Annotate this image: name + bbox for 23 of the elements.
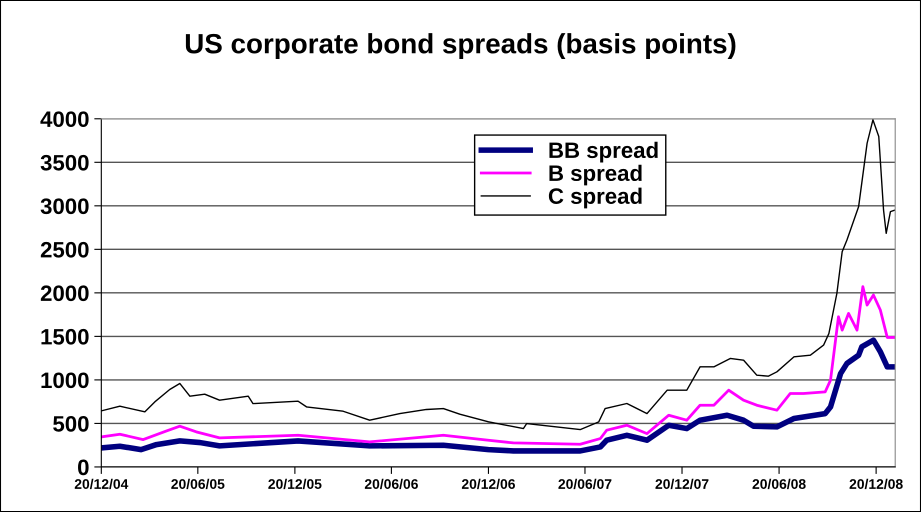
legend-label: C spread: [548, 188, 642, 208]
x-tick-label: 20/12/05: [268, 478, 322, 490]
y-tick-label: 4000: [40, 111, 89, 128]
x-tick-label: 20/06/07: [558, 478, 612, 490]
x-tick-label: 20/06/08: [752, 478, 806, 490]
y-tick-label: 2500: [40, 242, 89, 258]
chart-title: US corporate bond spreads (basis points): [186, 33, 736, 60]
x-tick-label: 20/06/05: [171, 478, 224, 490]
x-tick-label: 20/12/08: [850, 478, 903, 490]
x-tick-label: 20/12/06: [462, 478, 515, 490]
y-tick-label: 3500: [40, 154, 89, 171]
y-tick-label: 500: [53, 416, 89, 432]
line-series: [101, 285, 896, 446]
y-tick-label: 0: [78, 459, 89, 476]
y-tick-label: 1500: [41, 328, 89, 345]
x-tick-label: 20/06/06: [364, 478, 418, 490]
x-tick-label: 20/12/07: [655, 478, 708, 490]
legend-label: BB spread: [549, 142, 658, 162]
legend-label: B spread: [549, 164, 642, 186]
y-tick-label: 1000: [41, 372, 89, 388]
y-tick-label: 2000: [40, 285, 89, 302]
y-tick-label: 3000: [40, 198, 89, 214]
x-tick-label: 20/12/04: [74, 478, 128, 490]
